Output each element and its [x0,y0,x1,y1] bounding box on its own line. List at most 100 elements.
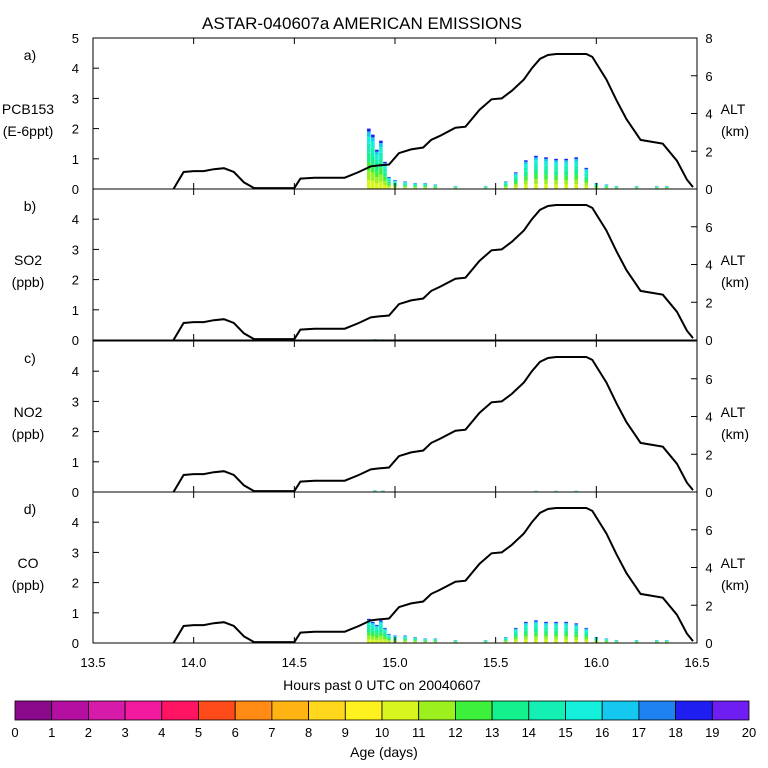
bar-segment [383,180,387,185]
bar-segment [375,637,379,641]
bar-segment [554,175,558,180]
colorbar-swatch [675,700,713,721]
panel-3-bar-14 [514,627,518,643]
bar-segment [584,629,589,632]
bar-segment [524,636,528,640]
colorbar-tick-label: 14 [522,725,536,740]
bar-segment [387,177,391,179]
bar-segment [564,639,568,643]
panel-3-bar-2 [375,624,379,643]
panel-3-bar-1 [371,621,375,643]
panel-0-bar-21 [584,167,589,189]
left-tick-label: 4 [72,515,79,530]
bar-segment [554,166,558,171]
bar-segment [524,167,528,172]
bar-segment [387,178,391,180]
bar-segment [514,640,518,643]
panel-letter: b) [24,198,36,214]
x-tick-label: 13.5 [80,655,105,670]
bar-segment [403,641,407,643]
bar-segment [387,636,391,638]
bar-segment [379,636,383,640]
panel-3-bar-5 [387,633,391,643]
bar-segment [584,631,589,634]
bar-segment [403,183,407,185]
bar-segment [387,637,391,639]
bar-segment [379,629,383,633]
bar-segment [514,184,518,187]
right-tick-label: 2 [705,144,712,159]
bar-segment [387,638,391,641]
bar-segment [514,186,518,189]
left-tick-label: 3 [72,394,79,409]
panel-3-bar-19 [564,621,568,643]
colorbar-tick-label: 11 [412,725,426,740]
right-tick-label: 4 [705,561,712,576]
bar-segment [574,631,578,635]
bar-segment [371,141,375,149]
colorbar-swatch [271,700,309,721]
bar-segment [375,171,379,178]
bar-segment [524,176,528,181]
bar-segment [554,184,558,189]
panel-3-bar-20 [574,623,578,643]
bar-segment [371,164,375,173]
panel-3-bar-16 [534,620,538,643]
bar-segment [371,630,375,634]
bar-segment [544,174,548,180]
bar-segment [375,625,379,628]
bar-segment [524,184,528,189]
bar-segment [433,640,438,641]
colorbar-tick-label: 8 [305,725,312,740]
bar-segment [371,633,375,637]
bar-segment [433,187,438,189]
bar-segment [433,185,438,186]
colorbar-swatch [88,700,126,721]
bar-segment [534,179,538,185]
bar-segment [383,168,387,173]
bar-segment [534,160,538,165]
bar-segment [584,182,589,186]
bar-segment [413,185,417,187]
bar-segment [514,633,518,637]
bar-segment [379,167,383,175]
colorbar-tick-label: 9 [342,725,349,740]
bar-segment [524,622,528,625]
panel-3-bar-7 [403,635,407,643]
bar-segment [524,164,528,168]
bar-segment [544,636,548,640]
bar-segment [544,179,548,185]
bar-segment [554,170,558,176]
bar-segment [403,636,407,638]
bar-segment [544,157,548,159]
colorbar-swatch [308,700,346,721]
bar-segment [387,185,391,188]
bar-segment [514,631,518,634]
bar-segment [544,624,548,628]
colorbar-tick-label: 19 [705,725,719,740]
panel-0-bar-23 [604,184,609,189]
colorbar-swatch [528,700,566,721]
bar-segment [514,181,518,185]
bar-segment [544,630,548,634]
bar-segment [379,160,383,168]
right-tick-label: 2 [705,295,712,310]
bar-segment [387,187,391,189]
colorbar-tick-label: 20 [742,725,756,740]
bar-segment [423,639,427,640]
bar-segment [564,162,568,167]
panel-3-bar-9 [423,638,427,643]
panel-0-bar-3 [379,140,383,189]
panel-ylabel: NO2 [14,404,43,420]
bar-segment [379,626,383,630]
colorbar-tick-label: 15 [558,725,572,740]
bar-segment [423,184,427,186]
bar-segment [383,627,387,629]
bar-segment [564,170,568,176]
colorbar-swatch [381,700,420,721]
bar-segment [514,638,518,641]
colorbar-swatch [638,700,677,721]
bar-segment [524,160,528,162]
bar-segment [371,134,375,138]
bar-segment [403,638,407,640]
